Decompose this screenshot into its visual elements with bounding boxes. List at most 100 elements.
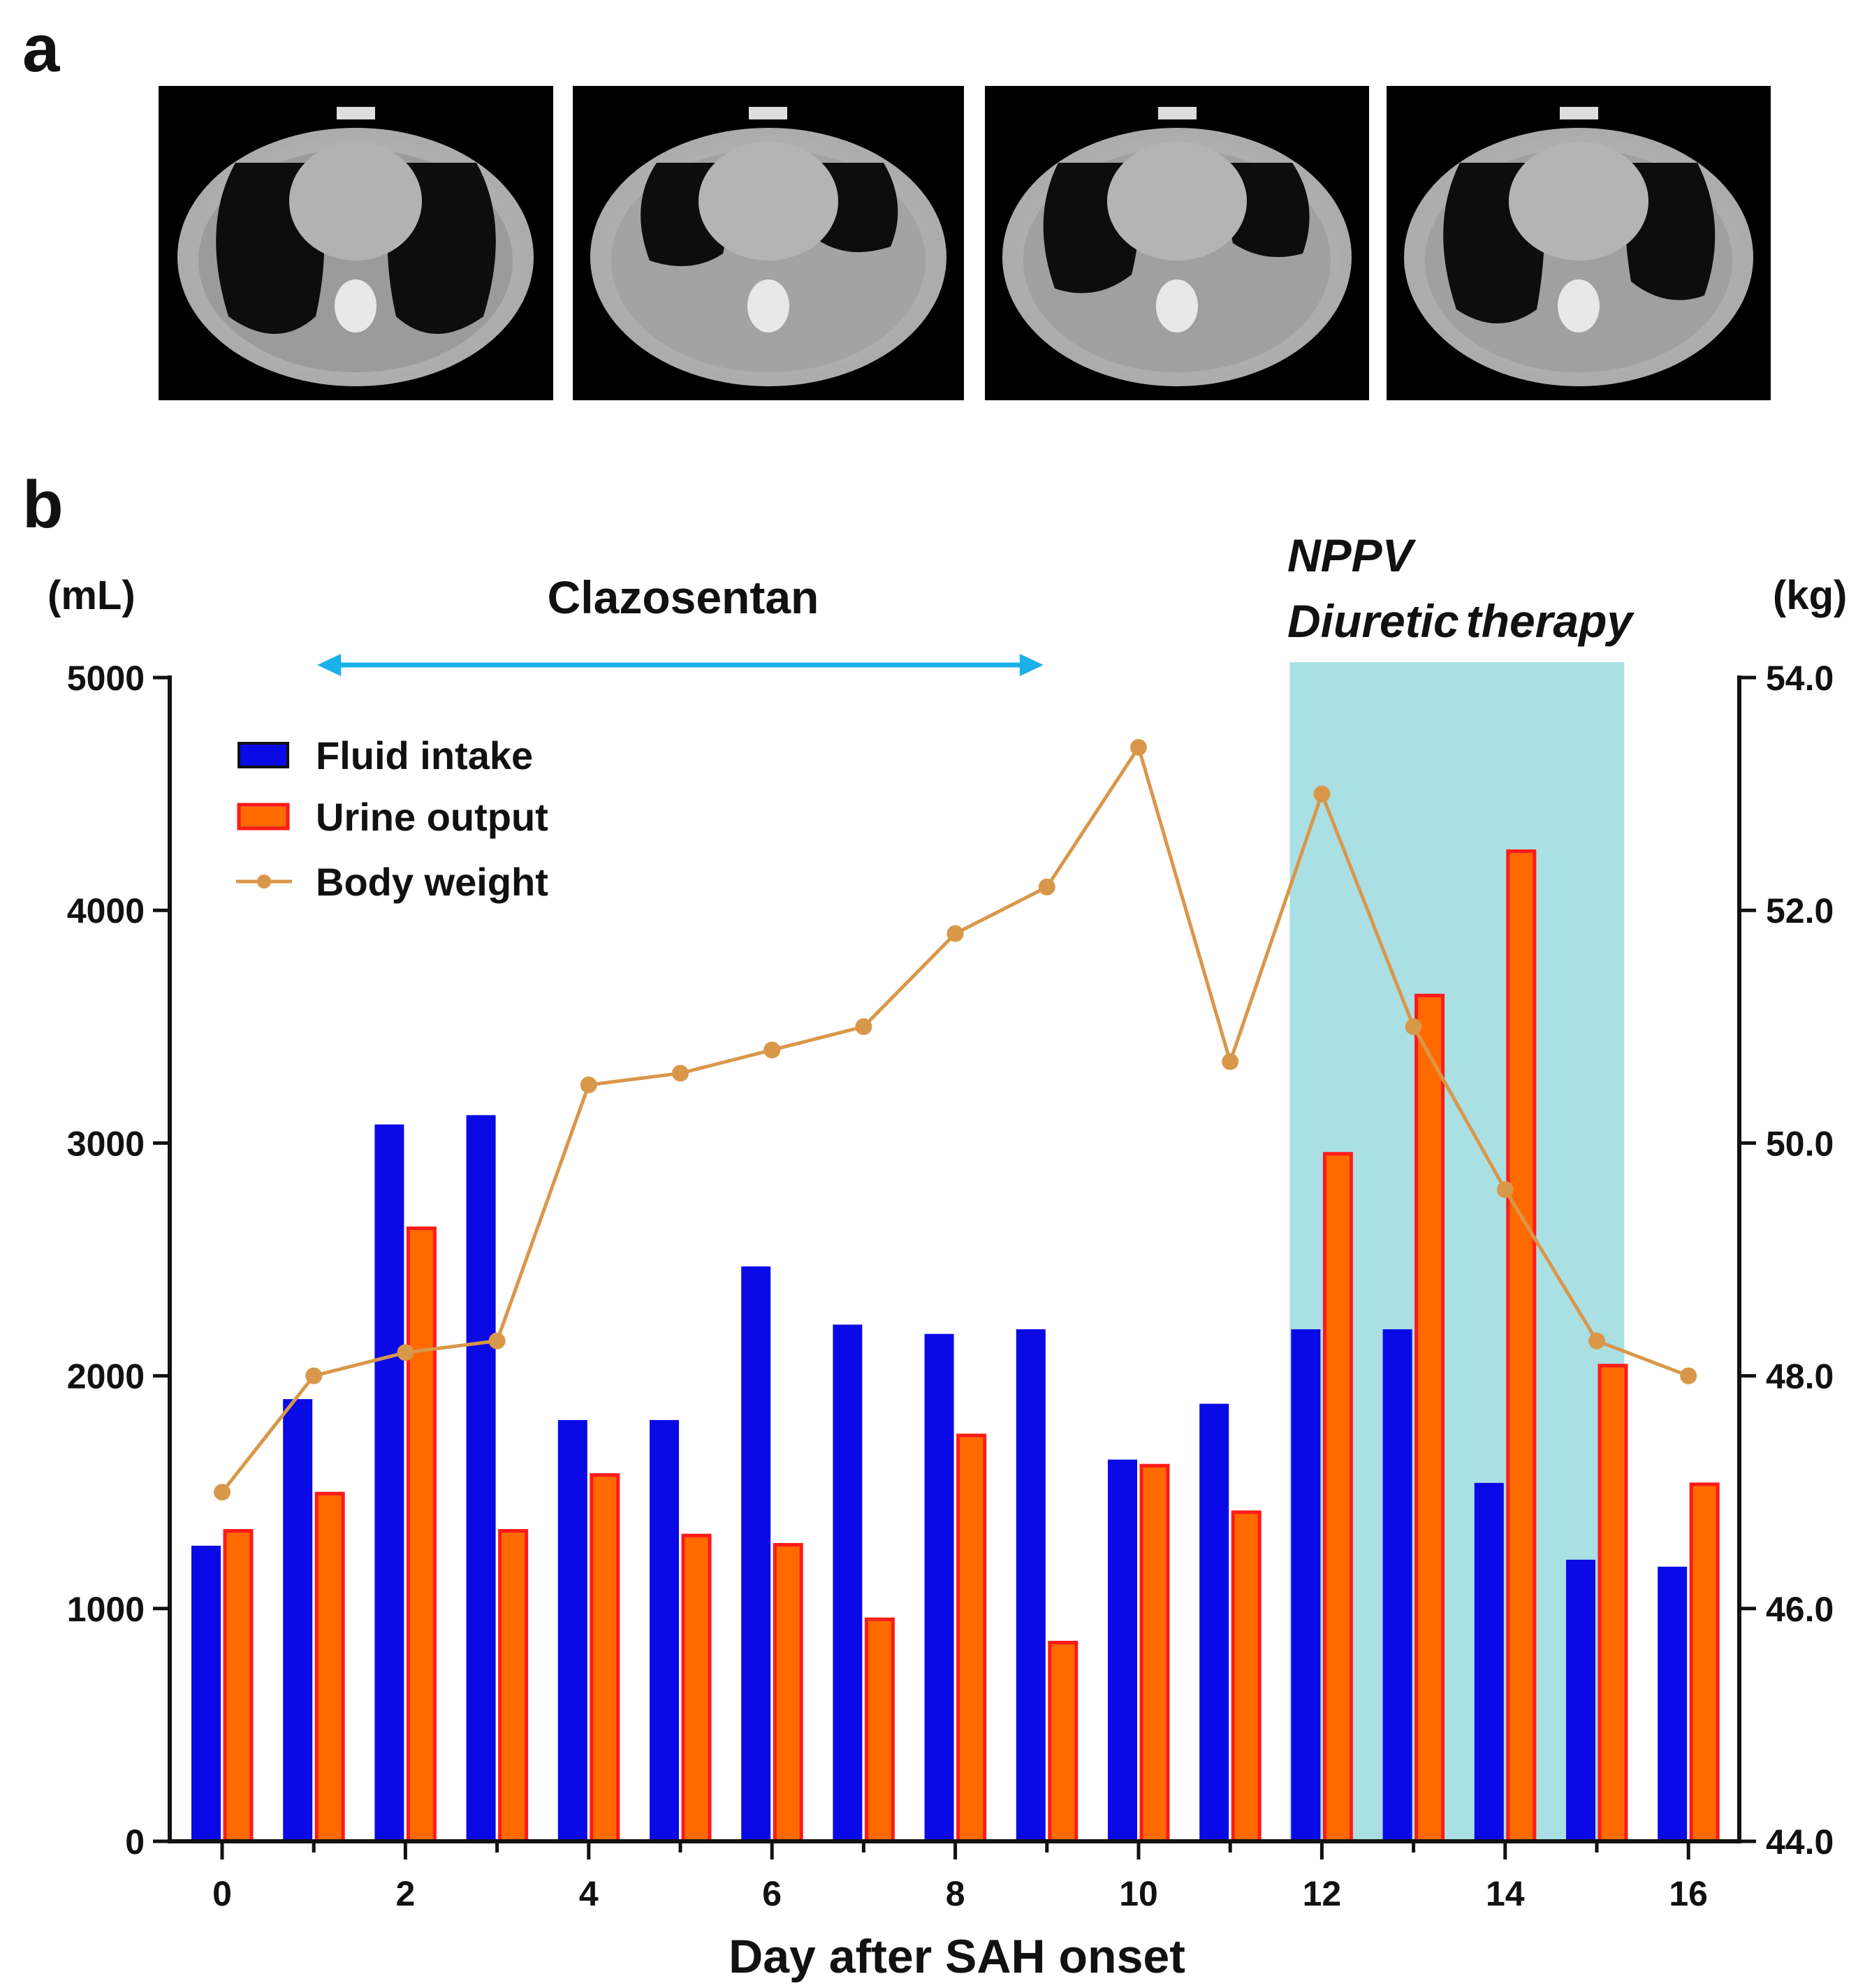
legend-urine-output-swatch xyxy=(237,803,290,831)
legend-fluid-intake-swatch xyxy=(237,742,289,768)
body-weight-point xyxy=(1222,1053,1239,1070)
urine-output-bar xyxy=(498,1529,529,1843)
x-tick-label: 8 xyxy=(946,1874,965,1913)
fluid-intake-bar xyxy=(1566,1559,1595,1841)
ct-scan-image xyxy=(159,86,553,400)
x-tick-label: 2 xyxy=(395,1874,415,1913)
urine-output-bar xyxy=(956,1433,987,1843)
legend-urine-output-label: Urine output xyxy=(316,795,548,839)
right-y-tick-label: 54.0 xyxy=(1766,659,1834,698)
urine-output-bar xyxy=(1139,1463,1170,1843)
urine-output-bar xyxy=(1689,1482,1720,1843)
urine-output-bar xyxy=(1048,1640,1078,1843)
body-weight-point xyxy=(763,1041,781,1059)
fluid-intake-bar xyxy=(374,1124,404,1841)
legend-body-weight-marker xyxy=(257,875,271,889)
urine-output-bar xyxy=(223,1529,254,1843)
fluid-intake-bar xyxy=(650,1419,679,1841)
left-y-ticks: 0 1000 2000 3000 4000 5000 xyxy=(67,659,170,1862)
diuretic-word: Diuretic xyxy=(1287,595,1459,647)
right-y-tick-label: 48.0 xyxy=(1766,1357,1834,1396)
x-axis-title: Day after SAH onset xyxy=(729,1930,1185,1983)
left-y-tick-label: 3000 xyxy=(67,1124,145,1163)
urine-output-bar xyxy=(1506,849,1537,1843)
fluid-intake-bars xyxy=(191,1115,1688,1841)
diuretic-therapy-label: Diuretic therapy xyxy=(1287,595,1635,647)
ct-scan-image xyxy=(1387,86,1771,400)
fluid-intake-bar xyxy=(191,1545,221,1841)
body-weight-point xyxy=(580,1076,597,1094)
ct-scan-image xyxy=(985,86,1369,400)
right-axis-unit: (kg) xyxy=(1773,573,1847,618)
ct-scan-image xyxy=(573,86,964,400)
right-y-tick-label: 46.0 xyxy=(1766,1590,1834,1629)
fluid-balance-chart: 0 1000 2000 3000 4000 5000 44.0 46.0 48.0 50.0 52… xyxy=(47,529,1847,1983)
urine-output-bar xyxy=(773,1543,803,1843)
body-weight-points xyxy=(214,738,1697,1501)
body-weight-point xyxy=(397,1344,414,1361)
body-weight-point xyxy=(1496,1181,1514,1199)
fluid-intake-bar xyxy=(466,1115,496,1841)
left-y-tick-label: 0 xyxy=(125,1822,145,1862)
x-tick-label: 4 xyxy=(579,1874,599,1913)
body-weight-point xyxy=(1588,1332,1605,1350)
left-y-tick-label: 2000 xyxy=(67,1357,145,1396)
x-tick-label: 6 xyxy=(762,1874,782,1913)
urine-output-bar xyxy=(1231,1510,1262,1843)
panel-letter-a: a xyxy=(22,11,60,86)
body-weight-point xyxy=(488,1332,506,1350)
fluid-intake-bar xyxy=(1291,1329,1321,1841)
body-weight-point xyxy=(214,1484,231,1501)
fluid-intake-bar xyxy=(741,1266,771,1841)
urine-output-bar xyxy=(590,1473,620,1843)
body-weight-point xyxy=(1313,785,1331,803)
fluid-intake-bar xyxy=(1108,1459,1137,1841)
x-tick-label: 12 xyxy=(1303,1874,1342,1913)
x-tick-label: 0 xyxy=(212,1874,232,1913)
clazosentan-label: Clazosentan xyxy=(548,571,819,623)
left-axis-unit: (mL) xyxy=(47,573,136,618)
urine-output-bar xyxy=(1322,1152,1353,1843)
fluid-intake-bar xyxy=(1016,1329,1046,1841)
fluid-intake-bar xyxy=(833,1324,863,1841)
legend-body-weight-label: Body weight xyxy=(316,860,548,904)
ct-scan-panel xyxy=(159,86,1771,400)
therapy-word: therapy xyxy=(1466,595,1635,647)
body-weight-point xyxy=(1038,878,1055,896)
fluid-intake-bar xyxy=(1658,1566,1688,1841)
fluid-intake-bar xyxy=(283,1398,313,1841)
clazosentan-arrow-head-left xyxy=(317,654,342,676)
left-y-tick-label: 1000 xyxy=(67,1590,145,1629)
fluid-intake-bar xyxy=(1474,1482,1504,1841)
right-y-tick-label: 50.0 xyxy=(1766,1124,1834,1163)
urine-output-bar xyxy=(1597,1364,1628,1843)
x-tick-label: 14 xyxy=(1486,1874,1525,1913)
x-tick-label: 16 xyxy=(1669,1874,1708,1913)
left-y-tick-label: 5000 xyxy=(67,659,145,698)
x-tick-label: 10 xyxy=(1119,1874,1158,1913)
urine-output-bar xyxy=(406,1226,437,1843)
nppv-label: NPPV xyxy=(1287,529,1417,581)
right-y-tick-label: 52.0 xyxy=(1766,891,1834,930)
body-weight-point xyxy=(1405,1018,1422,1035)
body-weight-point xyxy=(946,925,964,942)
body-weight-point xyxy=(855,1018,872,1035)
legend-fluid-intake-label: Fluid intake xyxy=(316,733,533,777)
urine-output-bar xyxy=(1414,993,1445,1843)
right-y-ticks: 44.0 46.0 48.0 50.0 52.0 54.0 xyxy=(1739,659,1834,1862)
fluid-intake-bar xyxy=(557,1419,587,1841)
body-weight-point xyxy=(305,1367,323,1384)
urine-output-bar xyxy=(314,1491,345,1843)
legend: Fluid intake Urine output Body weight xyxy=(236,733,548,904)
fluid-intake-bar xyxy=(1382,1329,1412,1841)
clazosentan-arrow-head-right xyxy=(1019,654,1044,676)
body-weight-point xyxy=(1130,738,1147,756)
panel-letter-b: b xyxy=(22,467,64,542)
left-y-tick-label: 4000 xyxy=(67,891,145,930)
fluid-intake-bar xyxy=(1199,1403,1229,1841)
urine-output-bar xyxy=(864,1617,895,1843)
right-y-tick-label: 44.0 xyxy=(1766,1822,1834,1862)
urine-output-bar xyxy=(681,1533,712,1843)
x-ticks: 0 2 4 6 8 10 12 14 16 xyxy=(212,1841,1708,1913)
